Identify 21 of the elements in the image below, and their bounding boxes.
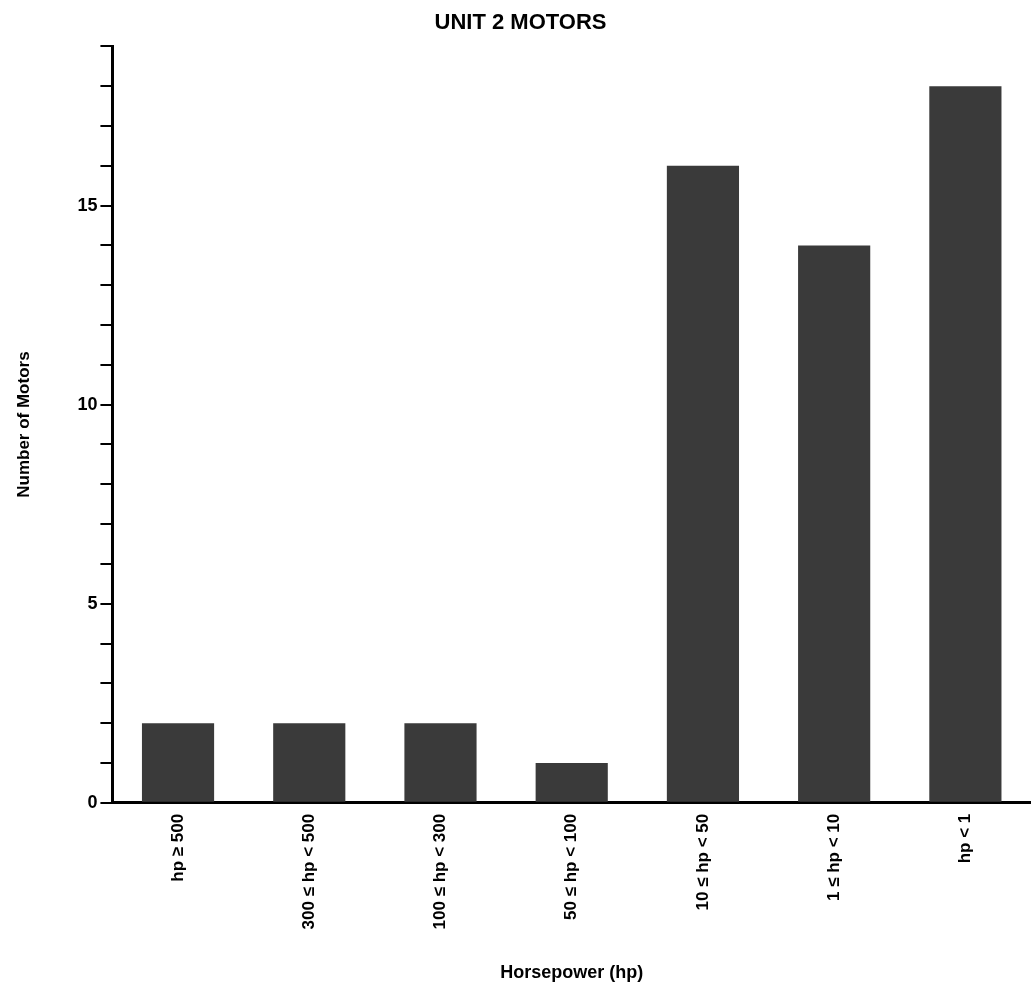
y-axis-title: Number of Motors [13, 351, 33, 498]
x-tick-label: hp < 1 [955, 813, 975, 864]
x-axis-title: Horsepower (hp) [500, 962, 644, 983]
x-tick-label: 10 ≤ hp < 50 [692, 813, 712, 911]
bar [404, 723, 477, 802]
y-tick-label: 10 [77, 393, 98, 414]
x-tick-label: 300 ≤ hp < 500 [298, 813, 318, 930]
bar [798, 245, 871, 802]
x-tick-label: 100 ≤ hp < 300 [430, 813, 450, 930]
bar [273, 723, 346, 802]
bar [141, 723, 215, 802]
bar [535, 762, 608, 802]
y-tick-label: 5 [87, 592, 98, 613]
x-tick-label: 50 ≤ hp < 100 [561, 813, 581, 920]
bar [666, 165, 740, 802]
y-tick-label: 0 [87, 791, 98, 812]
chart-title: UNIT 2 MOTORS [434, 9, 607, 35]
x-tick-label: hp ≥ 500 [167, 813, 187, 882]
x-tick-label: 1 ≤ hp < 10 [823, 813, 843, 902]
bar [929, 86, 1002, 802]
y-tick-label: 15 [77, 194, 98, 215]
